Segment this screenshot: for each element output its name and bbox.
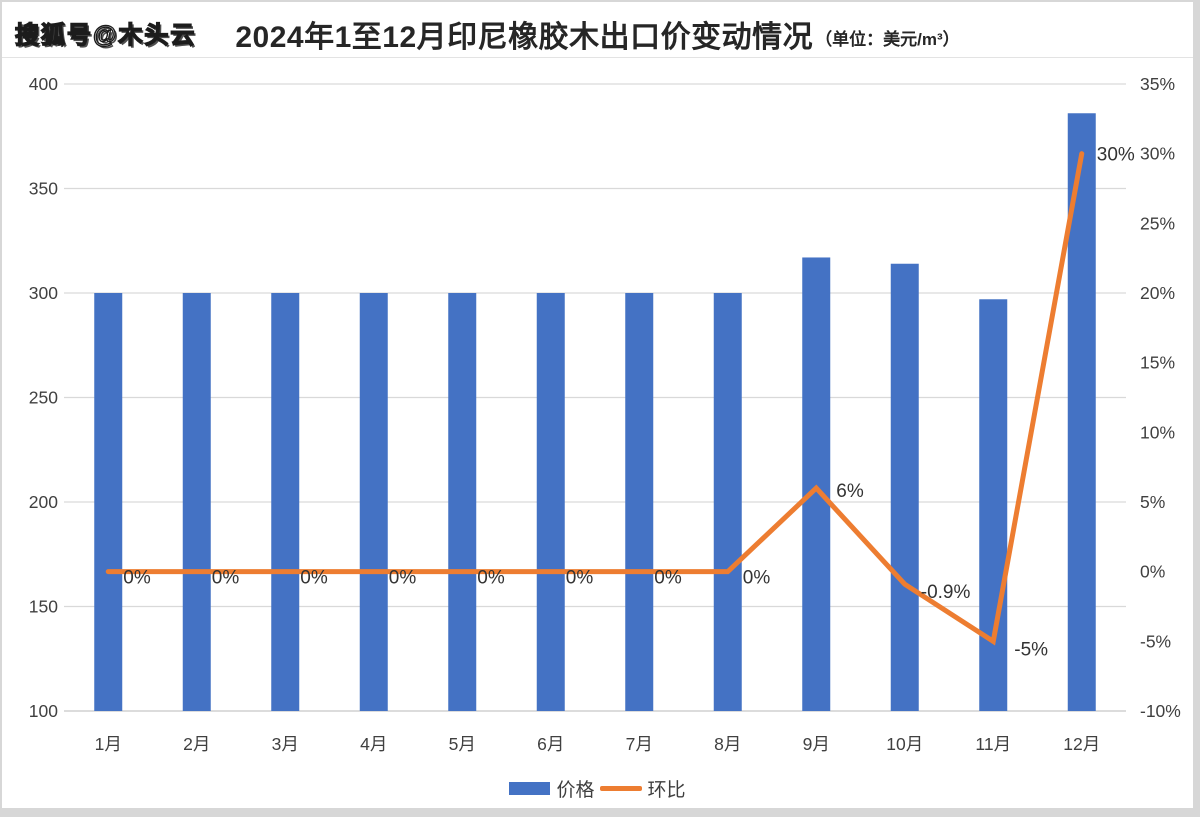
svg-text:4月: 4月 xyxy=(360,734,387,754)
svg-text:0%: 0% xyxy=(654,568,682,589)
bar-swatch-icon xyxy=(509,782,551,795)
chart-canvas: 搜狐号@木头云 2024年1至12月印尼橡胶木出口价变动情况 （单位：美元/m³… xyxy=(2,2,1193,808)
svg-text:-10%: -10% xyxy=(1140,701,1181,721)
price-bar-2月 xyxy=(182,293,211,711)
mom-data-labels: 0% 0% 0% 0% 0% 0% 0% 0% 6% -0.9% -5% 30% xyxy=(123,145,1135,661)
svg-text:0%: 0% xyxy=(477,568,505,589)
price-bar-1月 xyxy=(94,293,123,711)
svg-text:15%: 15% xyxy=(1140,353,1175,373)
svg-text:6月: 6月 xyxy=(537,734,564,754)
legend-label-price: 价格 xyxy=(556,780,595,801)
svg-text:12月: 12月 xyxy=(1063,734,1100,754)
watermark-sohu: 搜狐号@木头云 xyxy=(14,21,197,49)
legend-label-mom: 环比 xyxy=(647,780,686,801)
chart-title: 2024年1至12月印尼橡胶木出口价变动情况 xyxy=(235,21,814,54)
svg-text:0%: 0% xyxy=(1140,562,1165,582)
svg-text:9月: 9月 xyxy=(803,734,830,754)
svg-text:8月: 8月 xyxy=(714,734,741,754)
svg-text:6%: 6% xyxy=(836,481,864,502)
svg-text:10%: 10% xyxy=(1140,422,1175,442)
svg-text:-0.9%: -0.9% xyxy=(921,582,971,603)
price-bars xyxy=(94,113,1096,711)
price-bar-9月 xyxy=(802,257,831,711)
svg-text:400: 400 xyxy=(29,74,58,94)
left-axis-labels: 400 350 300 250 200 150 100 xyxy=(29,74,58,721)
price-bar-4月 xyxy=(359,293,388,711)
svg-text:7月: 7月 xyxy=(626,734,653,754)
x-axis-labels: 1月 2月 3月 4月 5月 6月 7月 8月 9月 10月 11月 12月 xyxy=(95,734,1101,754)
svg-text:0%: 0% xyxy=(566,568,594,589)
svg-text:1月: 1月 xyxy=(95,734,122,754)
svg-text:5%: 5% xyxy=(1140,492,1165,512)
svg-text:0%: 0% xyxy=(123,568,151,589)
price-bar-3月 xyxy=(271,293,300,711)
svg-text:200: 200 xyxy=(29,492,58,512)
svg-text:100: 100 xyxy=(29,701,58,721)
svg-text:-5%: -5% xyxy=(1014,639,1048,660)
svg-text:35%: 35% xyxy=(1140,74,1175,94)
svg-text:2月: 2月 xyxy=(183,734,210,754)
svg-text:150: 150 xyxy=(29,597,58,617)
svg-text:20%: 20% xyxy=(1140,283,1175,303)
legend-item-price: 价格 xyxy=(509,775,595,802)
price-bar-7月 xyxy=(625,293,654,711)
price-bar-11月 xyxy=(979,299,1008,711)
svg-text:0%: 0% xyxy=(300,568,328,589)
svg-text:5月: 5月 xyxy=(449,734,476,754)
right-axis-labels: 35% 30% 25% 20% 15% 10% 5% 0% -5% -10% xyxy=(1140,74,1181,721)
line-swatch-icon xyxy=(599,786,642,791)
svg-text:0%: 0% xyxy=(743,568,771,589)
mom-line xyxy=(105,151,1085,646)
svg-text:300: 300 xyxy=(29,283,58,303)
svg-text:350: 350 xyxy=(29,179,58,199)
svg-text:-5%: -5% xyxy=(1140,631,1171,651)
svg-text:10月: 10月 xyxy=(886,734,923,754)
chart-title-unit: （单位：美元/m³） xyxy=(815,29,960,49)
svg-text:25%: 25% xyxy=(1140,213,1175,233)
gridlines xyxy=(64,83,1126,712)
svg-text:3月: 3月 xyxy=(272,734,299,754)
price-bar-5月 xyxy=(448,293,477,711)
svg-text:30%: 30% xyxy=(1097,145,1135,166)
title-divider xyxy=(2,57,1193,58)
svg-text:250: 250 xyxy=(29,388,58,408)
price-bar-10月 xyxy=(890,263,919,711)
svg-text:30%: 30% xyxy=(1140,144,1175,164)
chart-legend: 价格 环比 xyxy=(2,775,1193,802)
price-bar-8月 xyxy=(713,293,742,711)
chart-title-block: 2024年1至12月印尼橡胶木出口价变动情况 （单位：美元/m³） xyxy=(2,12,1193,56)
svg-text:0%: 0% xyxy=(389,568,417,589)
svg-text:0%: 0% xyxy=(212,568,240,589)
svg-text:11月: 11月 xyxy=(975,734,1011,754)
price-bar-6月 xyxy=(536,293,565,711)
legend-item-mom: 环比 xyxy=(599,775,686,802)
combo-chart: 400 350 300 250 200 150 100 35% 30% 25% 20% 15% 10% 5… xyxy=(29,74,1181,754)
